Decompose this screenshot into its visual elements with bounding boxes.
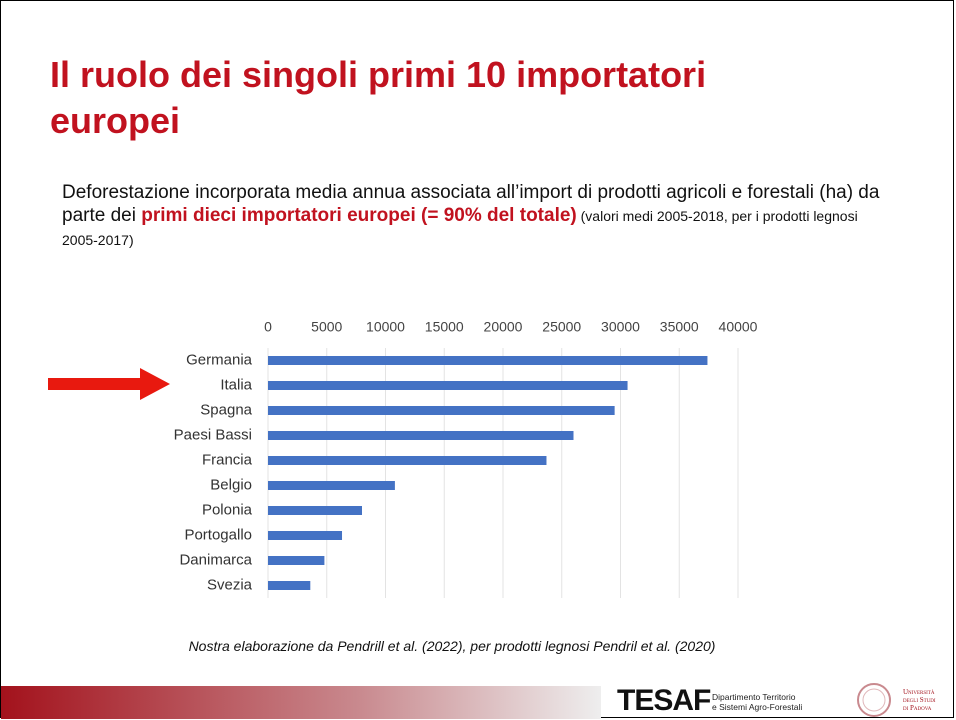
bar <box>268 531 343 540</box>
y-tick-label: Francia <box>202 451 253 468</box>
y-tick-label: Svezia <box>207 576 253 593</box>
x-tick-label: 20000 <box>484 319 523 335</box>
description-text: Deforestazione incorporata media annua a… <box>62 182 880 226</box>
x-tick-label: 25000 <box>542 319 581 335</box>
x-tick-label: 10000 <box>366 319 405 335</box>
slide-title: Il ruolo dei singoli primi 10 importator… <box>50 54 707 141</box>
university-line: di Padova <box>903 704 932 712</box>
bar <box>268 381 628 390</box>
x-tick-label: 35000 <box>660 319 699 335</box>
y-tick-label: Paesi Bassi <box>174 426 252 443</box>
university-line: Università <box>903 688 935 696</box>
bar <box>268 356 708 365</box>
y-tick-label: Spagna <box>200 401 252 418</box>
bar <box>268 581 311 590</box>
y-tick-label: Danimarca <box>179 551 252 568</box>
x-tick-label: 40000 <box>719 319 758 335</box>
tesaf-subtitle: Dipartimento Territorio e Sistemi Agro-Fo… <box>712 692 802 712</box>
university-seal <box>857 683 891 717</box>
description-highlight: primi dieci importatori europei (= 90% d… <box>141 205 577 226</box>
description-note: (valori medi 2005-2018, per i prodotti l… <box>62 208 858 248</box>
bar <box>268 506 362 515</box>
bar <box>268 556 325 565</box>
y-tick-label: Polonia <box>202 501 253 518</box>
footer-band <box>1 686 601 719</box>
bar <box>268 431 574 440</box>
x-tick-label: 0 <box>264 319 272 335</box>
tesaf-line: e Sistemi Agro-Forestali <box>712 702 803 712</box>
x-tick-label: 30000 <box>601 319 640 335</box>
description: Deforestazione incorporata media annua a… <box>62 181 882 252</box>
y-tick-label: Belgio <box>210 476 252 493</box>
x-tick-label: 5000 <box>311 319 342 335</box>
y-tick-label: Germania <box>186 351 253 368</box>
bar <box>268 456 547 465</box>
tesaf-logo: TESAF <box>617 684 711 717</box>
university-name: Università degli Studi di Padova <box>903 688 936 712</box>
bar <box>268 406 615 415</box>
footnote: Nostra elaborazione da Pendrill et al. (… <box>188 638 716 654</box>
y-tick-label: Portogallo <box>184 526 252 543</box>
highlight-arrow <box>48 368 170 400</box>
bar <box>268 481 395 490</box>
x-tick-label: 15000 <box>425 319 464 335</box>
y-tick-label: Italia <box>220 376 252 393</box>
university-seal-inner <box>862 688 886 712</box>
university-line: degli Studi <box>903 696 936 704</box>
tesaf-line: Dipartimento Territorio <box>712 692 796 702</box>
